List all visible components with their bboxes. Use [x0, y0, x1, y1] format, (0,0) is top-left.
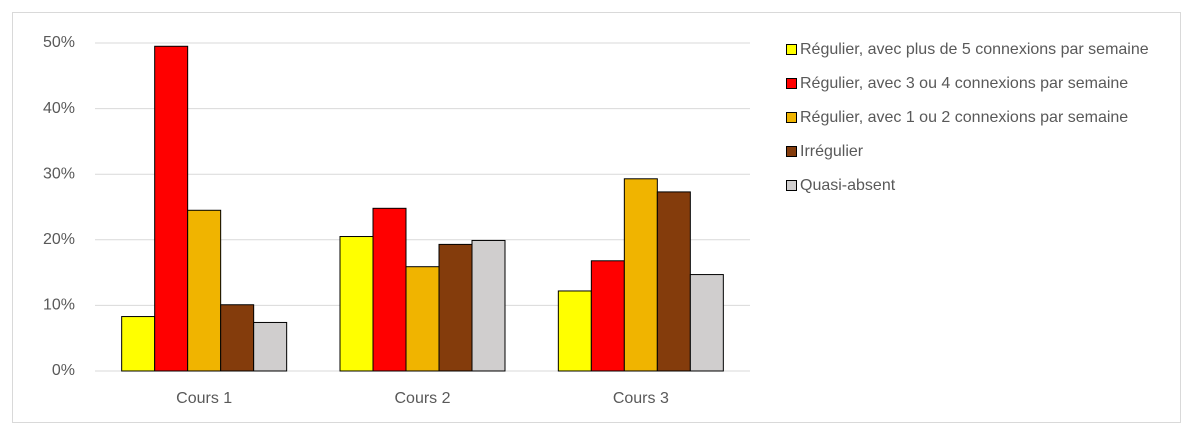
bar	[220, 304, 255, 372]
y-tick-label: 40%	[43, 100, 75, 117]
legend-item: Quasi-absent	[786, 174, 1171, 197]
x-tick-label: Cours 1	[176, 390, 232, 407]
bar	[438, 243, 473, 372]
legend-label: Irrégulier	[800, 143, 864, 160]
legend-label: Régulier, avec 3 ou 4 connexions par sem…	[800, 75, 1129, 92]
legend-item: Irrégulier	[786, 140, 1171, 163]
bar	[405, 266, 440, 372]
bar	[339, 236, 374, 372]
bar	[187, 209, 222, 372]
x-tick-label: Cours 3	[613, 390, 669, 407]
legend-item: Régulier, avec 3 ou 4 connexions par sem…	[786, 72, 1171, 95]
legend-item: Régulier, avec 1 ou 2 connexions par sem…	[786, 106, 1171, 129]
legend-label: Régulier, avec plus de 5 connexions par …	[800, 41, 1149, 58]
legend: Régulier, avec plus de 5 connexions par …	[786, 38, 1171, 208]
bar	[154, 45, 189, 372]
legend-label: Quasi-absent	[800, 177, 896, 194]
legend-swatch	[786, 146, 797, 157]
x-tick-label: Cours 2	[394, 390, 450, 407]
bar	[121, 316, 156, 372]
legend-swatch	[786, 44, 797, 55]
chart-border	[12, 12, 1181, 423]
bar	[689, 274, 724, 372]
y-tick-label: 20%	[43, 231, 75, 248]
legend-swatch	[786, 112, 797, 123]
legend-item: Régulier, avec plus de 5 connexions par …	[786, 38, 1171, 61]
y-tick-label: 50%	[43, 34, 75, 51]
bar	[623, 178, 658, 372]
bar	[656, 191, 691, 372]
bar	[590, 260, 625, 372]
y-tick-label: 30%	[43, 165, 75, 182]
legend-label: Régulier, avec 1 ou 2 connexions par sem…	[800, 109, 1129, 126]
bar	[253, 321, 288, 372]
legend-swatch	[786, 180, 797, 191]
bar	[471, 239, 506, 372]
y-tick-label: 10%	[43, 297, 75, 314]
bar	[557, 290, 592, 372]
bar	[372, 207, 407, 372]
y-tick-label: 0%	[52, 362, 75, 379]
legend-swatch	[786, 78, 797, 89]
